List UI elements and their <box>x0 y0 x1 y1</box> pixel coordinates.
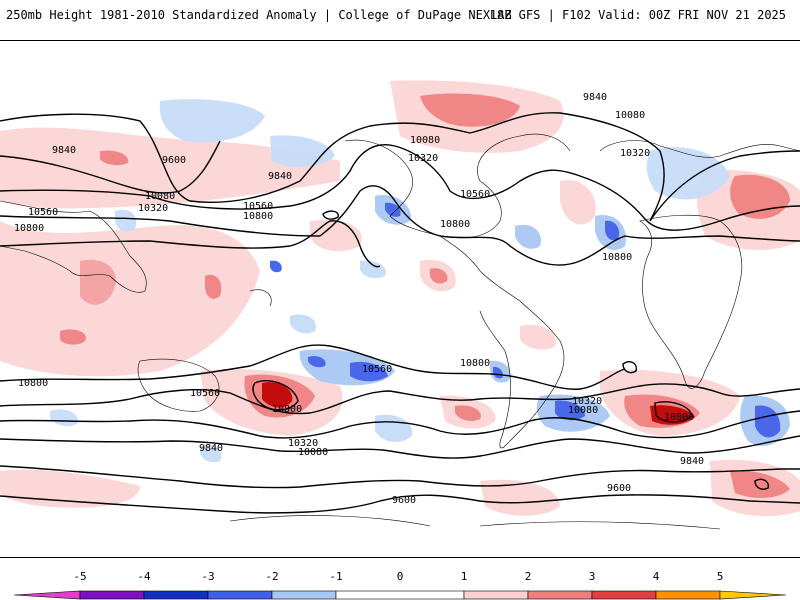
contour-label: 10800 <box>602 252 632 263</box>
contour-label: 9840 <box>52 145 76 156</box>
colorbar-tick: -4 <box>137 570 151 583</box>
contour-label: 10320 <box>288 438 318 449</box>
contour-label: 10080 <box>145 191 175 202</box>
colorbar-tick: 1 <box>460 570 468 583</box>
contour-label: 10320 <box>572 396 602 407</box>
colorbar-tick: 3 <box>588 570 596 583</box>
map-title: 250mb Height 1981-2010 Standardized Anom… <box>6 8 512 22</box>
colorbar-tick: -3 <box>201 570 215 583</box>
contour-label: 9840 <box>583 92 607 103</box>
contour-labels: 9840 9600 10080 10320 10560 10800 9840 1… <box>14 92 704 506</box>
contour-label: 10080 <box>298 447 328 458</box>
contour-label: 10080 <box>615 110 645 121</box>
positive-anomaly-shading <box>0 80 800 517</box>
contour-label: 9600 <box>162 155 186 166</box>
contour-label: 10560 <box>460 189 490 200</box>
contour-label: 9600 <box>392 495 416 506</box>
colorbar-tick: 2 <box>524 570 532 583</box>
colorbar: -5 -4 -3 -2 -1 0 1 2 3 4 5 <box>0 570 800 600</box>
map-canvas: 9840 9600 10080 10320 10560 10800 9840 1… <box>0 80 800 530</box>
contour-label: 10560 <box>190 388 220 399</box>
contour-label: 10320 <box>408 153 438 164</box>
contour-label: 10320 <box>620 148 650 159</box>
colorbar-tick: 4 <box>652 570 660 583</box>
contour-label: 10320 <box>138 203 168 214</box>
contour-label: 10560 <box>28 207 58 218</box>
contour-label: 10800 <box>243 211 273 222</box>
contour-label: 10800 <box>460 358 490 369</box>
contour-label: 10800 <box>18 378 48 389</box>
colorbar-tick: 5 <box>716 570 724 583</box>
contour-label: 10560 <box>243 201 273 212</box>
contour-label: 10080 <box>410 135 440 146</box>
colorbar-strip <box>13 590 787 600</box>
colorbar-tick: 0 <box>396 570 404 583</box>
colorbar-tick: -2 <box>265 570 279 583</box>
colorbar-tick: -1 <box>329 570 343 583</box>
negative-anomaly-shading <box>50 99 790 463</box>
contour-label: 10800 <box>272 404 302 415</box>
contour-label: 9840 <box>680 456 704 467</box>
contour-label: 9840 <box>268 171 292 182</box>
contour-label: 10800 <box>14 223 44 234</box>
contour-label: 10800 <box>664 412 694 423</box>
anomaly-map: 9840 9600 10080 10320 10560 10800 9840 1… <box>0 40 800 558</box>
contour-label: 9840 <box>199 443 223 454</box>
contour-label: 9600 <box>607 483 631 494</box>
title-bar: 250mb Height 1981-2010 Standardized Anom… <box>0 0 800 30</box>
contour-label: 10080 <box>568 405 598 416</box>
coastlines <box>0 133 800 530</box>
contour-label: 10560 <box>362 364 392 375</box>
height-contours <box>0 112 800 514</box>
contour-label: 10800 <box>440 219 470 230</box>
colorbar-tick: -5 <box>73 570 87 583</box>
model-run-info: 18Z GFS | F102 Valid: 00Z FRI NOV 21 202… <box>489 8 786 22</box>
